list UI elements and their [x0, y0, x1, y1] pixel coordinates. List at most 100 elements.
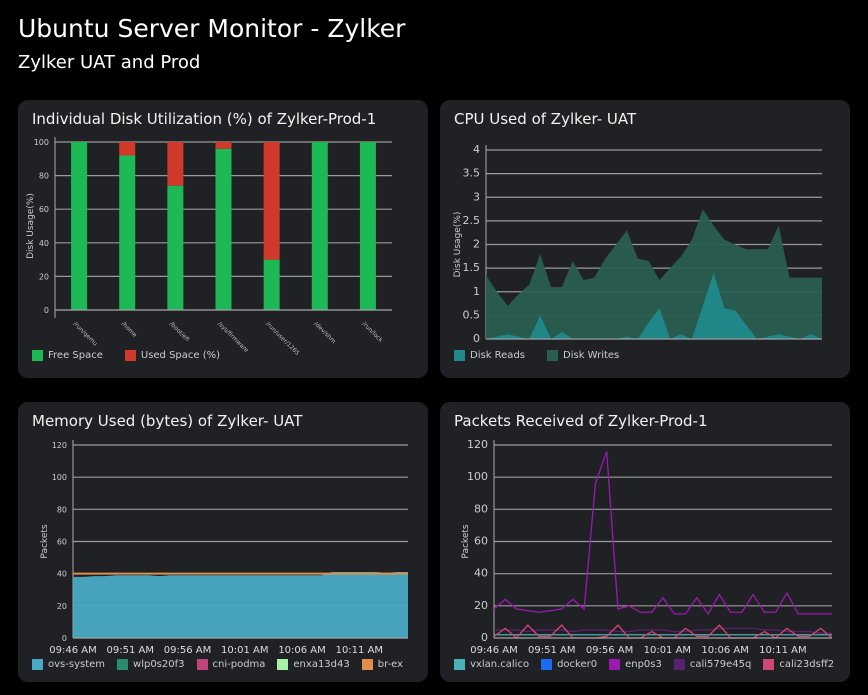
y-tick-label: 4	[473, 143, 480, 156]
legend-item[interactable]: Free Space	[32, 350, 103, 361]
legend-label: enxa13d43	[293, 659, 350, 670]
legend-item[interactable]: Used Space (%)	[124, 350, 220, 361]
bar-used-space-	[119, 142, 136, 156]
y-tick-label: 40	[57, 570, 67, 579]
series-line-cali23dsff2	[493, 624, 833, 639]
legend-swatch	[454, 659, 465, 670]
y-tick-label: 120	[52, 441, 67, 450]
series-area-disk-writes	[486, 209, 822, 339]
bar-free-space	[311, 142, 328, 310]
bar-used-space-	[215, 142, 232, 149]
y-tick-label: 0	[62, 634, 67, 643]
legend-swatch	[673, 659, 685, 670]
legend-swatch	[32, 350, 43, 361]
legend-item[interactable]: wlp0s20f3	[117, 659, 185, 670]
y-tick-label: 60	[57, 538, 67, 547]
y-tick-label: 40	[39, 239, 49, 248]
legend-item[interactable]: cni-podma	[196, 659, 265, 670]
legend-item[interactable]: br-ex	[361, 659, 404, 670]
y-tick-label: 100	[52, 473, 67, 482]
legend-label: ovs-system	[48, 659, 106, 670]
series-area-ovs-system	[73, 572, 408, 638]
legend-swatch	[541, 659, 553, 670]
y-tick-label: 80	[39, 172, 49, 181]
y-tick-label: 3.5	[463, 167, 481, 180]
bar-used-space-	[167, 142, 184, 186]
legend-item[interactable]: vxlan.calico	[454, 659, 529, 670]
x-tick-label: /sys/firmware	[216, 320, 250, 354]
y-tick-label: 100	[467, 470, 488, 483]
x-tick-label: /run/user/1265	[264, 320, 301, 357]
card-title: CPU Used of Zylker- UAT	[454, 110, 637, 128]
legend-item[interactable]: ovs-system	[32, 659, 105, 670]
legend-item[interactable]: cali579e45q	[673, 659, 752, 670]
y-tick-label: 60	[474, 535, 488, 548]
x-tick-label: 09:51 AM	[528, 645, 575, 656]
legend-swatch	[609, 659, 621, 670]
y-axis-label: Disk Usage(%)	[453, 212, 463, 278]
legend-item[interactable]: cali23dsff2	[763, 659, 834, 670]
x-tick-label: 09:46 AM	[470, 645, 517, 656]
chart-legend: Disk Reads Disk Writes	[454, 350, 619, 361]
x-tick-label: 10:01 AM	[221, 645, 268, 656]
packets-received-card: Packets Received of Zylker-Prod-1 0 20 40 6…	[440, 402, 850, 682]
chart-legend: ovs-system wlp0s20f3 cni-podma enxa13d43 br-…	[32, 659, 403, 670]
legend-label: vxlan.calico	[470, 659, 530, 670]
chart-svg: 0 20 40 60 80 100 120 Packets 09:46 AM 09:51 AM 09…	[461, 438, 833, 656]
legend-swatch	[361, 659, 373, 670]
y-tick-label: 1.5	[463, 261, 481, 274]
x-tick-label: 09:56 AM	[164, 645, 211, 656]
chart-svg: 0 20 40 60 80 100 Disk Usage(%) /run/qemu/home /…	[26, 137, 392, 357]
legend-item[interactable]: docker0	[541, 659, 597, 670]
y-tick-label: 1	[473, 285, 480, 298]
x-tick-label: 10:06 AM	[701, 645, 748, 656]
y-axis-label: Disk Usage(%)	[26, 193, 36, 259]
card-title: Memory Used (bytes) of Zylker- UAT	[32, 412, 303, 430]
legend-swatch	[196, 659, 208, 670]
legend-label: wlp0s20f3	[133, 659, 185, 670]
x-tick-label: 09:56 AM	[586, 645, 633, 656]
y-axis-label: Packets	[461, 524, 471, 558]
legend-label: enp0s3	[625, 659, 662, 670]
x-tick-label: /dev/shm	[312, 320, 337, 345]
cpu-used-card: CPU Used of Zylker- UAT 0 0.5 1 1.5 2 2.5 3 3.5…	[440, 100, 850, 378]
legend-item[interactable]: Disk Writes	[547, 350, 619, 361]
chart-svg: 0 0.5 1 1.5 2 2.5 3 3.5 4 Disk Usage(%)	[453, 143, 822, 345]
y-tick-label: 80	[474, 502, 488, 515]
y-tick-label: 40	[474, 567, 488, 580]
x-tick-label: /home	[120, 320, 139, 339]
legend-label: cali579e45q	[689, 659, 752, 670]
y-tick-label: 0.5	[463, 308, 481, 321]
y-tick-label: 100	[34, 138, 49, 147]
y-tick-label: 20	[39, 272, 49, 281]
y-tick-label: 0	[44, 306, 49, 315]
y-tick-label: 20	[474, 599, 488, 612]
y-tick-label: 120	[467, 438, 488, 451]
legend-item[interactable]: enxa13d43	[277, 659, 350, 670]
x-tick-label: /run/lock	[361, 320, 385, 344]
memory-used-card: Memory Used (bytes) of Zylker- UAT 0 20 40…	[18, 402, 428, 682]
bar-used-space-	[263, 142, 280, 260]
page-title: Ubuntu Server Monitor - Zylker	[18, 14, 406, 43]
bar-free-space	[71, 142, 88, 310]
chart-svg: 0 20 40 60 80 100 120 Packets 09:46 AM 09:51 AM 09…	[40, 440, 408, 656]
legend-label: br-ex	[377, 659, 404, 670]
legend-label: Disk Writes	[563, 350, 620, 361]
x-tick-label: /run/qemu	[72, 320, 99, 347]
legend-swatch	[117, 659, 129, 670]
y-tick-label: 20	[57, 602, 67, 611]
legend-item[interactable]: enp0s3	[609, 659, 662, 670]
legend-swatch	[454, 350, 465, 361]
y-tick-label: 2	[473, 238, 480, 251]
y-tick-label: 0	[481, 631, 488, 644]
legend-item[interactable]: Disk Reads	[454, 350, 525, 361]
bar-free-space	[119, 155, 136, 310]
chart-legend: vxlan.calico docker0 enp0s3 cali579e45q cali…	[454, 659, 834, 670]
card-title: Individual Disk Utilization (%) of Zylke…	[32, 110, 377, 128]
x-tick-label: 10:01 AM	[644, 645, 691, 656]
x-tick-label: 10:11 AM	[759, 645, 806, 656]
chart-legend: Free Space Used Space (%)	[32, 350, 220, 361]
legend-label: Disk Reads	[470, 350, 525, 361]
y-tick-label: 60	[39, 205, 49, 214]
x-tick-label: 10:11 AM	[336, 645, 383, 656]
